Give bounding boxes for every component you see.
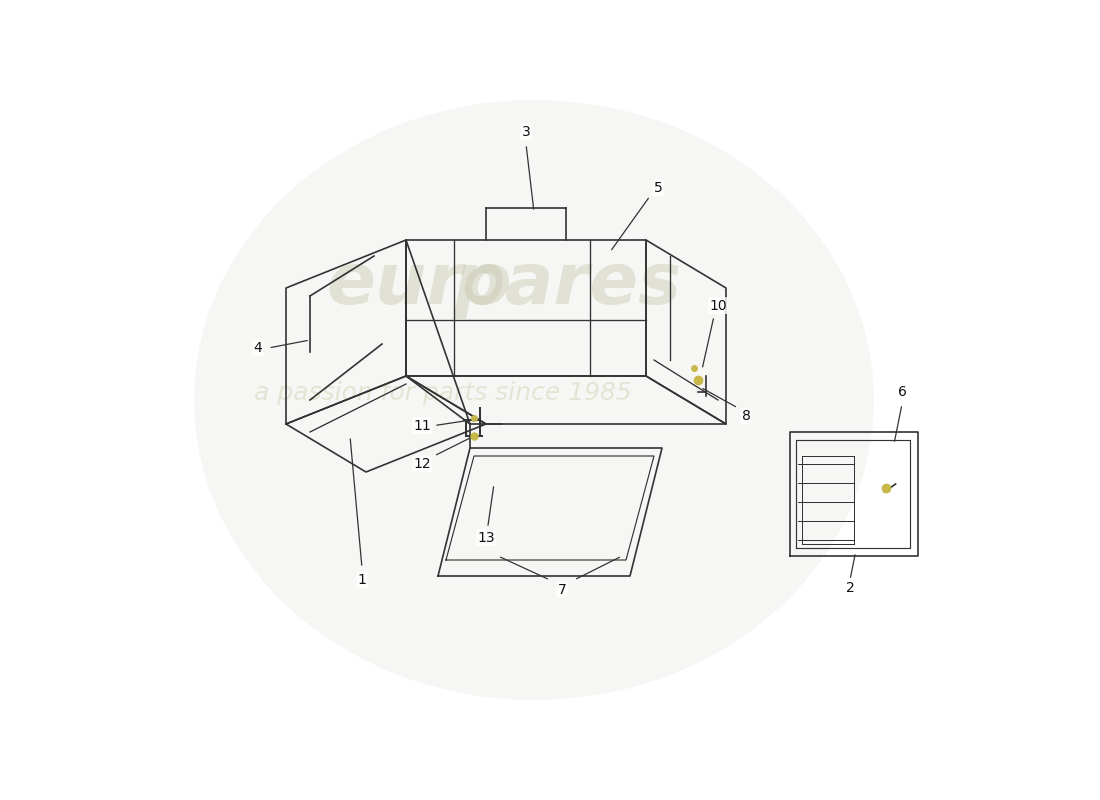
Text: 5: 5	[653, 181, 662, 195]
Ellipse shape	[194, 100, 874, 700]
Text: 10: 10	[710, 298, 727, 313]
Text: euro: euro	[326, 250, 512, 319]
Text: 2: 2	[846, 581, 855, 595]
Text: a passion for parts since 1985: a passion for parts since 1985	[254, 381, 631, 405]
Text: 6: 6	[898, 385, 906, 399]
Text: 11: 11	[414, 418, 431, 433]
Text: pares: pares	[454, 250, 682, 319]
Text: 8: 8	[741, 409, 750, 423]
Text: 1: 1	[358, 573, 366, 587]
Text: 7: 7	[558, 582, 566, 597]
Text: 3: 3	[521, 125, 530, 139]
Text: 13: 13	[477, 530, 495, 545]
Text: 12: 12	[414, 457, 431, 471]
Text: 4: 4	[254, 341, 263, 355]
